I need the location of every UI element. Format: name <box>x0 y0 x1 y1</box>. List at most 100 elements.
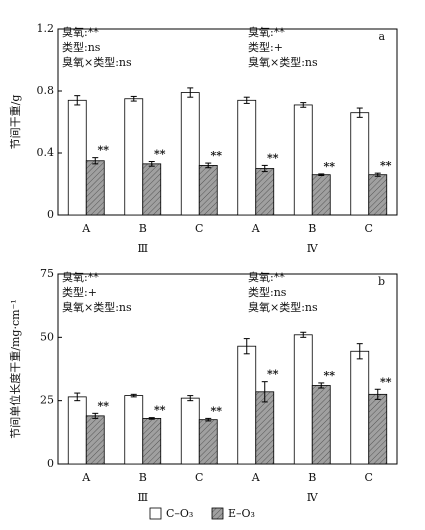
stat-annotation: 臭氧×类型:ns <box>248 300 318 314</box>
bar <box>124 395 144 465</box>
x-tick-label: C <box>195 471 203 484</box>
y-tick-label: 0 <box>47 457 54 470</box>
error-bar <box>148 417 155 420</box>
bar <box>311 174 331 216</box>
significance-label: ** <box>210 149 222 162</box>
bar <box>180 397 200 465</box>
x-tick-label: B <box>139 471 147 484</box>
bar <box>85 160 105 216</box>
x-tick-label: C <box>365 222 373 235</box>
error-bar <box>148 161 155 167</box>
significance-label: ** <box>97 144 109 157</box>
legend-swatch <box>211 507 224 520</box>
error-bar <box>205 162 212 169</box>
bar <box>67 99 87 216</box>
x-tick-label: A <box>81 222 91 235</box>
error-bar <box>243 96 250 104</box>
group-label: Ⅲ <box>137 242 148 255</box>
stat-annotation: 臭氧:** <box>62 25 99 39</box>
y-axis-label: 节间干重/g <box>8 95 22 150</box>
error-bar <box>92 412 99 419</box>
significance-label: ** <box>323 160 335 173</box>
significance-label: ** <box>267 151 279 164</box>
x-tick-label: B <box>308 222 316 235</box>
bar <box>85 415 105 465</box>
stat-annotation: 类型:ns <box>62 40 101 54</box>
error-bar <box>187 395 194 402</box>
y-tick-label: 0.4 <box>37 146 55 159</box>
significance-label: ** <box>210 404 222 417</box>
bar <box>293 334 313 465</box>
significance-label: ** <box>323 369 335 382</box>
y-tick-label: 50 <box>40 330 54 343</box>
error-bar <box>130 393 137 398</box>
x-tick-label: B <box>308 471 316 484</box>
y-tick-label: 0.8 <box>37 84 55 97</box>
stat-annotation: 臭氧:** <box>248 270 285 284</box>
y-tick-label: 25 <box>40 394 54 407</box>
x-tick-label: B <box>139 222 147 235</box>
stat-annotation: 臭氧×类型:ns <box>248 55 318 69</box>
significance-label: ** <box>380 375 392 388</box>
y-tick-label: 1.2 <box>37 22 55 35</box>
error-bar <box>300 331 307 338</box>
bar <box>142 417 162 465</box>
error-bar <box>374 388 381 400</box>
bar <box>142 163 162 216</box>
error-bar <box>74 95 81 106</box>
error-bar <box>356 343 363 360</box>
stat-annotation: 臭氧:** <box>62 270 99 284</box>
group-label: Ⅳ <box>307 242 319 255</box>
y-axis-label: 节间单位长度干重/mg·cm⁻¹ <box>8 299 22 438</box>
significance-label: ** <box>380 159 392 172</box>
bar <box>180 92 200 216</box>
stat-annotation: 臭氧×类型:ns <box>62 55 132 69</box>
error-bar <box>261 164 268 173</box>
error-bar <box>356 107 363 118</box>
bar <box>198 419 218 465</box>
error-bar <box>318 173 325 176</box>
x-tick-label: A <box>251 222 261 235</box>
bar <box>368 393 388 465</box>
y-tick-label: 75 <box>40 267 54 280</box>
legend-label: C–O₃ <box>166 507 193 520</box>
bar <box>368 174 388 216</box>
error-bar <box>318 382 325 389</box>
error-bar <box>374 172 381 177</box>
error-bar <box>92 157 99 165</box>
x-tick-label: C <box>365 471 373 484</box>
stat-annotation: 类型:+ <box>62 285 97 299</box>
significance-label: ** <box>97 399 109 412</box>
error-bar <box>74 392 81 402</box>
bar <box>350 112 370 216</box>
bar <box>255 391 275 465</box>
error-bar <box>300 102 307 108</box>
error-bar <box>130 95 137 102</box>
group-label: Ⅲ <box>137 491 148 504</box>
x-tick-label: A <box>81 471 91 484</box>
plot-frame <box>57 273 398 465</box>
bar <box>311 385 331 465</box>
stat-annotation: 类型:+ <box>248 40 283 54</box>
error-bar <box>187 87 194 98</box>
bar <box>198 164 218 216</box>
bar <box>237 99 257 216</box>
legend-label: E–O₃ <box>228 507 255 520</box>
error-bar <box>243 338 250 355</box>
x-tick-label: A <box>251 471 261 484</box>
bar <box>293 104 313 216</box>
bar <box>67 396 87 465</box>
stat-annotation: 臭氧×类型:ns <box>62 300 132 314</box>
panel-label: a <box>378 30 385 43</box>
significance-label: ** <box>267 368 279 381</box>
bar <box>237 345 257 465</box>
group-label: Ⅳ <box>307 491 319 504</box>
x-tick-label: C <box>195 222 203 235</box>
stat-annotation: 类型:ns <box>248 285 287 299</box>
y-tick-label: 0 <box>47 208 54 221</box>
panel-label: b <box>378 275 385 288</box>
legend-swatch <box>149 507 162 520</box>
significance-label: ** <box>154 404 166 417</box>
error-bar <box>205 417 212 422</box>
